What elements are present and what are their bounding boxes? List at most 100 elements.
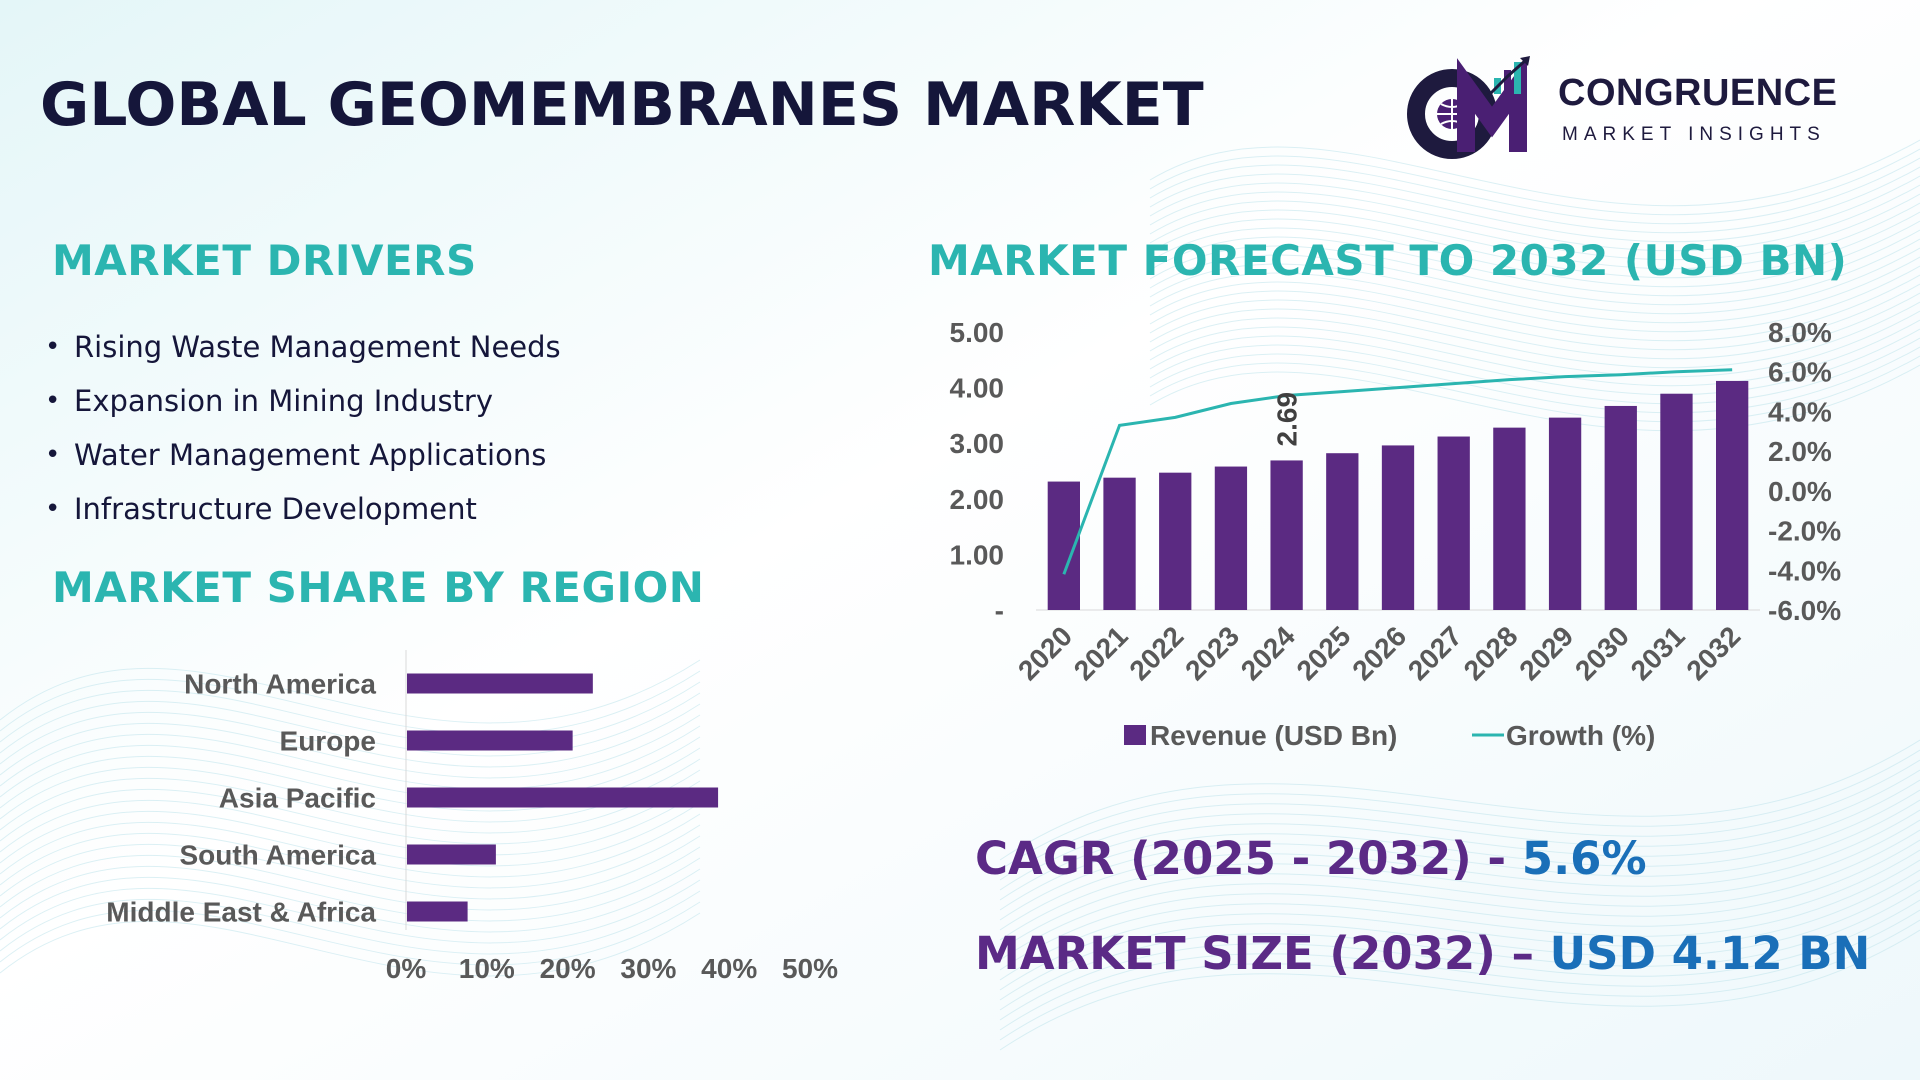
x-tick-label: 2024 — [1235, 620, 1301, 686]
left-y-tick-label: - — [995, 595, 1004, 626]
revenue-bar — [1159, 472, 1192, 610]
x-tick-label: 30% — [620, 953, 676, 984]
x-tick-label: 2020 — [1012, 620, 1078, 686]
legend-revenue-label: Revenue (USD Bn) — [1150, 720, 1397, 751]
background-wave — [1149, 274, 1920, 342]
background-wave — [999, 849, 1920, 971]
background-wave — [0, 857, 701, 922]
background-wave — [1149, 319, 1920, 387]
background-wave — [1149, 166, 1920, 234]
bullet-icon: • — [45, 440, 61, 470]
revenue-bar — [1214, 466, 1248, 610]
background-wave — [0, 725, 701, 790]
right-y-tick-label: 0.0% — [1768, 476, 1832, 507]
left-y-tick-label: 5.00 — [950, 317, 1005, 348]
x-tick-label: 20% — [540, 953, 596, 984]
legend-growth-label: Growth (%) — [1506, 720, 1655, 751]
right-y-tick-label: -6.0% — [1768, 595, 1841, 626]
x-tick-label: 2026 — [1346, 620, 1412, 686]
region-bar — [407, 730, 573, 751]
right-y-tick-label: 8.0% — [1768, 317, 1832, 348]
background-wave — [0, 890, 701, 955]
cm-logo-icon — [1407, 56, 1530, 159]
revenue-bar — [1604, 405, 1637, 610]
x-tick-label: 2028 — [1458, 620, 1524, 686]
x-tick-label: 50% — [782, 953, 838, 984]
market-forecast-chart: - 1.00 2.00 3.00 4.00 5.00 -6.0% -4.0% -2.0% 0.0%… — [950, 317, 1842, 751]
background-wave — [0, 780, 701, 845]
revenue-bar — [1493, 427, 1526, 610]
x-tick-label: 2025 — [1291, 620, 1357, 686]
background-wave — [0, 692, 701, 757]
background-wave — [999, 759, 1920, 881]
region-share-chart: North America Europe Asia Pacific South Ame… — [106, 650, 838, 984]
background-wave — [1149, 229, 1920, 297]
background-wave — [1149, 256, 1920, 324]
growth-line — [1062, 368, 1733, 575]
region-bar — [407, 673, 593, 694]
driver-text: Rising Waste Management Needs — [74, 330, 561, 364]
region-bar — [407, 901, 468, 922]
driver-text: Water Management Applications — [74, 438, 547, 472]
background-wave — [1149, 346, 1920, 414]
background-wave — [0, 791, 701, 856]
background-wave — [1149, 220, 1920, 288]
background-wave — [1149, 175, 1920, 243]
x-tick-label: 40% — [701, 953, 757, 984]
market-forecast-title: MARKET FORECAST TO 2032 (USD BN) — [928, 236, 1848, 285]
x-tick-label: 2032 — [1680, 620, 1746, 686]
list-item: • Rising Waste Management Needs — [45, 320, 561, 374]
right-y-tick-label: 4.0% — [1768, 396, 1832, 427]
background-wave — [999, 739, 1920, 861]
list-item: • Infrastructure Development — [45, 482, 561, 536]
company-logo: CONGRUENCE MARKET INSIGHTS — [1400, 52, 1870, 164]
background-wave — [999, 879, 1920, 1001]
logo-brand-name: CONGRUENCE — [1558, 72, 1838, 114]
category-label: Middle East & Africa — [106, 897, 376, 928]
revenue-bar — [1548, 417, 1582, 610]
background-wave — [999, 859, 1920, 981]
right-y-tick-label: 2.0% — [1768, 436, 1832, 467]
x-tick-label: 2023 — [1179, 620, 1245, 686]
background-wave — [999, 889, 1920, 1011]
category-label: Asia Pacific — [219, 783, 376, 814]
background-wave — [0, 769, 701, 834]
background-wave — [1149, 283, 1920, 351]
region-bar — [407, 844, 496, 865]
x-tick-label: 2027 — [1402, 620, 1468, 686]
background-wave — [0, 879, 701, 944]
background-wave — [999, 899, 1920, 1021]
revenue-bar — [1660, 393, 1693, 610]
market-size-label: MARKET SIZE (2032) — [975, 927, 1496, 980]
left-y-tick-label: 3.00 — [950, 428, 1005, 459]
background-wave — [1149, 202, 1920, 270]
page-title: GLOBAL GEOMEMBRANES MARKET — [40, 70, 1204, 140]
background-wave — [1149, 292, 1920, 360]
background-wave — [0, 758, 701, 823]
revenue-bar — [1103, 477, 1136, 610]
background-wave — [1149, 301, 1920, 369]
right-y-tick-label: 6.0% — [1768, 357, 1832, 388]
background-wave — [1149, 184, 1920, 252]
x-tick-label: 2029 — [1513, 620, 1579, 686]
left-y-tick-label: 4.00 — [950, 373, 1005, 404]
background-wave — [1149, 310, 1920, 378]
market-size-value: USD 4.12 BN — [1549, 927, 1871, 980]
market-share-title: MARKET SHARE BY REGION — [52, 563, 705, 612]
background-wave — [1149, 265, 1920, 333]
background-wave — [999, 869, 1920, 991]
left-y-tick-label: 1.00 — [950, 539, 1005, 570]
revenue-bar — [1270, 460, 1303, 610]
bullet-icon: • — [45, 332, 61, 362]
background-wave — [0, 912, 701, 977]
list-item: • Water Management Applications — [45, 428, 561, 482]
background-wave — [1149, 328, 1920, 396]
category-label: South America — [179, 840, 376, 871]
background-wave — [1149, 148, 1920, 216]
cagr-label: CAGR (2025 - 2032) — [975, 832, 1472, 885]
market-drivers-title: MARKET DRIVERS — [52, 236, 477, 285]
background-wave — [999, 929, 1920, 1051]
revenue-bar — [1716, 380, 1749, 610]
background-wave — [999, 829, 1920, 951]
background-wave — [1149, 355, 1920, 423]
